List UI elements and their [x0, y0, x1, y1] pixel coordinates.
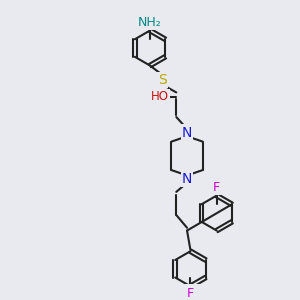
Text: F: F	[187, 287, 194, 300]
Text: HO: HO	[151, 90, 169, 103]
Text: S: S	[158, 73, 167, 87]
Text: F: F	[213, 182, 220, 194]
Text: NH₂: NH₂	[138, 16, 162, 29]
Text: N: N	[182, 126, 192, 140]
Text: N: N	[182, 172, 192, 186]
